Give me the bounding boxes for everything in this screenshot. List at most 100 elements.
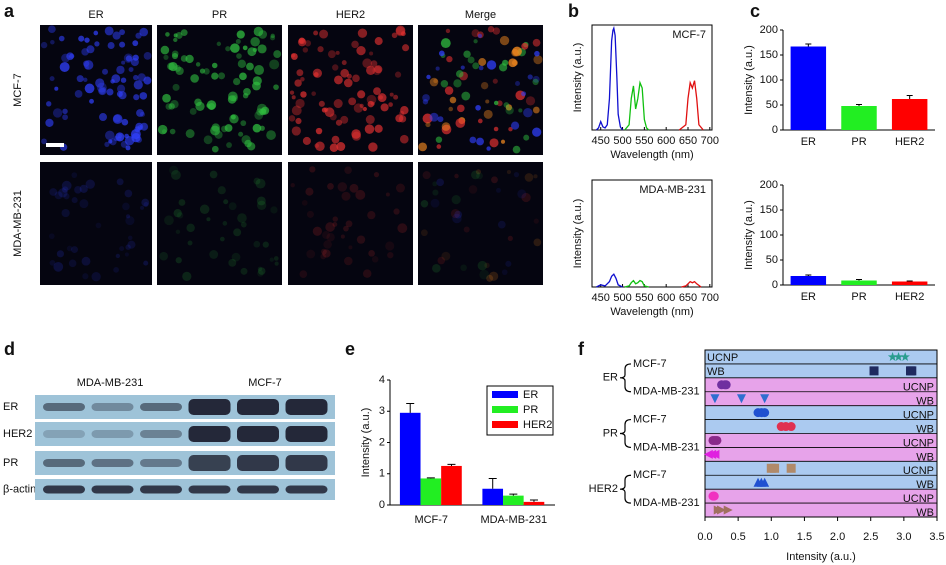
cell xyxy=(523,134,530,141)
point xyxy=(760,477,770,487)
cell xyxy=(503,102,510,108)
cell xyxy=(437,256,446,265)
cell xyxy=(79,199,89,209)
cell xyxy=(115,253,121,259)
cell xyxy=(84,83,95,94)
x-tick-label: 700 xyxy=(701,292,719,304)
y-axis-label: Intensity (a.u.) xyxy=(360,408,372,478)
x-tick-label: 0.5 xyxy=(730,531,745,543)
cell xyxy=(397,223,408,234)
cell xyxy=(301,199,308,206)
cell xyxy=(111,74,121,83)
cell xyxy=(259,125,265,131)
cell xyxy=(422,99,429,105)
cell xyxy=(108,139,113,144)
cell xyxy=(262,241,269,248)
method-label: UCNP xyxy=(903,493,934,505)
cell xyxy=(533,218,539,224)
cell xyxy=(395,183,405,193)
blot-band xyxy=(188,426,231,442)
cell xyxy=(182,271,192,282)
cell xyxy=(306,249,316,259)
cell xyxy=(173,208,182,218)
blot-strip xyxy=(35,479,335,500)
cell xyxy=(507,235,513,241)
cell xyxy=(321,248,327,255)
cell xyxy=(432,264,441,273)
brace xyxy=(619,418,632,449)
cell xyxy=(123,53,134,63)
micrograph xyxy=(157,162,282,285)
cell xyxy=(340,68,350,78)
cell xyxy=(499,63,508,72)
cell xyxy=(388,102,393,107)
x-tick-label: 550 xyxy=(635,135,653,147)
panel-label: a xyxy=(4,1,15,21)
cell xyxy=(295,98,305,109)
cell xyxy=(457,104,465,113)
blot-band xyxy=(188,485,231,494)
x-tick-label: 550 xyxy=(635,292,653,304)
x-tick-label: 500 xyxy=(613,292,631,304)
axes xyxy=(782,185,935,286)
cell xyxy=(168,103,175,110)
cell xyxy=(340,234,345,239)
cell xyxy=(476,172,483,180)
cell xyxy=(45,118,54,127)
blot-band xyxy=(43,403,85,411)
cell xyxy=(395,114,404,123)
cell xyxy=(79,184,88,193)
cell xyxy=(353,103,364,113)
cell xyxy=(273,50,282,58)
cell xyxy=(143,76,152,85)
blot-group-label: MCF-7 xyxy=(248,377,282,389)
row-band xyxy=(705,419,937,434)
point xyxy=(712,435,722,445)
cell xyxy=(486,274,494,282)
cell xyxy=(217,186,226,195)
cell xyxy=(203,68,210,75)
cell xyxy=(170,170,181,180)
row-label: MCF-7 xyxy=(12,73,24,107)
cell xyxy=(463,50,471,58)
cell xyxy=(298,37,306,45)
cell xyxy=(451,195,461,205)
cell xyxy=(452,213,462,224)
bar xyxy=(891,99,928,130)
cell xyxy=(493,126,499,132)
y-tick-label: 100 xyxy=(760,229,778,241)
cell xyxy=(387,251,394,259)
cell xyxy=(294,79,302,87)
cell xyxy=(273,84,279,90)
cell xyxy=(291,53,298,60)
cell xyxy=(469,136,477,144)
cell xyxy=(311,91,316,96)
x-tick-label: ER xyxy=(801,291,816,303)
cell xyxy=(112,31,121,40)
cell xyxy=(120,77,127,83)
point xyxy=(786,422,796,432)
error-bar xyxy=(856,104,862,106)
cell xyxy=(61,186,69,193)
cell xyxy=(511,46,522,57)
cell-label: MDA-MB-231 xyxy=(633,497,700,509)
cell xyxy=(506,170,511,175)
cell xyxy=(291,105,302,116)
cell xyxy=(518,108,523,113)
cell xyxy=(237,213,247,223)
blot-band xyxy=(237,455,279,471)
method-label: UCNP xyxy=(903,465,934,477)
cell xyxy=(133,94,140,101)
cell xyxy=(237,59,247,68)
y-axis-label: Intensity (a.u.) xyxy=(743,45,755,115)
cell xyxy=(139,111,146,117)
cell xyxy=(40,41,48,49)
cell xyxy=(175,32,183,39)
cell xyxy=(460,65,465,70)
bar xyxy=(482,488,504,505)
cell xyxy=(165,32,170,37)
x-tick-label: 600 xyxy=(657,292,675,304)
method-label: WB xyxy=(916,479,934,491)
cell xyxy=(532,78,539,86)
cell xyxy=(66,52,74,61)
